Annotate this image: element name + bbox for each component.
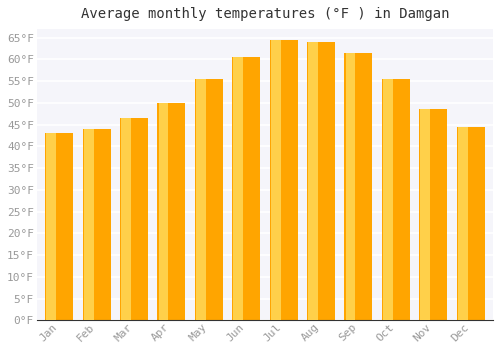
Bar [419,110,447,320]
Bar [456,127,484,320]
Bar [82,129,110,320]
Bar [271,40,280,320]
Bar [46,133,56,320]
Bar [420,110,430,320]
Bar [84,129,94,320]
Bar [195,79,223,320]
Bar [121,118,131,320]
Bar [270,40,297,320]
Bar [232,57,260,320]
Bar [307,42,335,320]
Bar [234,57,243,320]
Bar [158,103,168,320]
Bar [45,133,73,320]
Title: Average monthly temperatures (°F ) in Damgan: Average monthly temperatures (°F ) in Da… [80,7,449,21]
Bar [383,79,393,320]
Bar [308,42,318,320]
Bar [196,79,206,320]
Bar [158,103,186,320]
Bar [346,53,356,320]
Bar [382,79,410,320]
Bar [120,118,148,320]
Bar [458,127,468,320]
Bar [344,53,372,320]
